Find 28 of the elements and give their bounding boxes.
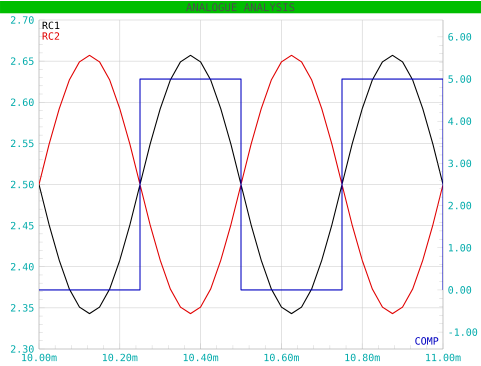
y-tick-label: 2.60 (10, 98, 34, 106)
text: COMP (415, 337, 438, 345)
x-tick-label: 10.20m (102, 354, 138, 362)
y2-tick-label: 4.00 (448, 117, 472, 126)
x-tick-label: 10.40m (184, 354, 218, 362)
text: RC1 (42, 22, 60, 30)
y-tick-label: 2.70 (10, 16, 34, 24)
y2-tick-label: 5.00 (448, 75, 472, 83)
y-tick-label: 2.50 (10, 180, 34, 188)
y2-tick-label: -1.00 (449, 328, 478, 336)
y-tick-label: 2.65 (10, 57, 34, 65)
y2-tick-label: 0.00 (448, 286, 472, 294)
y2-tick-label: 6.00 (448, 33, 472, 41)
y-tick-label: 2.30 (10, 345, 34, 353)
y2-tick-label: 2.00 (448, 202, 472, 210)
x-tick-label: 10.80m (345, 354, 380, 362)
x-tick-label: 10.00m (22, 354, 57, 362)
y-tick-label: 2.45 (10, 222, 34, 230)
x-tick-label: 11.00m (426, 354, 461, 362)
chart-title: ANALOGUE ANALYSIS (186, 3, 294, 12)
y-tick-label: 2.55 (10, 140, 34, 148)
y-tick-label: 2.35 (10, 304, 34, 312)
y2-tick-label: 3.00 (448, 160, 472, 168)
line-series (39, 54, 443, 314)
text: RC2 (42, 32, 60, 40)
x-tick-label: 10.60m (264, 354, 299, 362)
y-tick-label: 2.40 (10, 262, 34, 271)
y2-tick-label: 1.00 (448, 244, 472, 252)
